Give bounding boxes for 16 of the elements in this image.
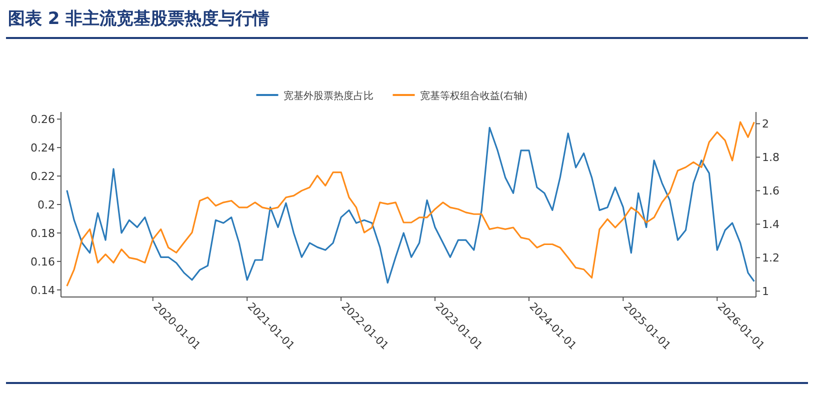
y-tick-label: 0.2	[38, 198, 55, 212]
y2-tick-label: 1.2	[762, 252, 780, 265]
y2-tick-label: 1.6	[762, 184, 780, 198]
y-tick-label: 0.14	[30, 284, 55, 297]
y-tick-label: 0.26	[30, 113, 55, 126]
y-tick-label: 0.22	[30, 170, 55, 184]
y2-tick-label: 2	[762, 118, 769, 131]
y2-tick-label: 1.8	[762, 151, 780, 164]
y-tick-label: 0.16	[30, 255, 55, 268]
y-tick-label: 0.24	[30, 142, 55, 155]
chart-title: 图表 2 非主流宽基股票热度与行情	[8, 9, 270, 29]
legend-label: 宽基等权组合收益(右轴)	[420, 90, 528, 102]
y2-tick-label: 1.4	[762, 218, 780, 232]
y2-tick-label: 1	[762, 285, 769, 298]
legend-label: 宽基外股票热度占比	[283, 90, 374, 102]
y-tick-label: 0.18	[30, 226, 55, 240]
